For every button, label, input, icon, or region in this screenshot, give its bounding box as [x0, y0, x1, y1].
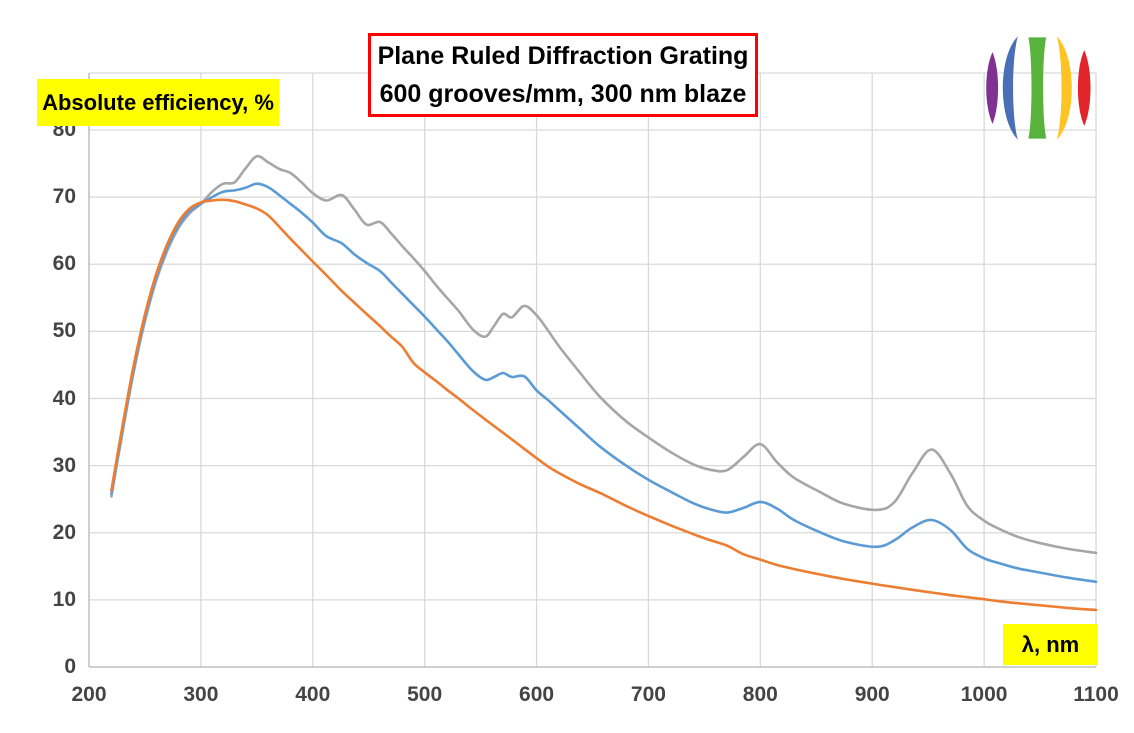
logo-stripe-red [1077, 50, 1091, 126]
y-tick-label: 30 [52, 453, 76, 477]
y-tick-label: 70 [52, 185, 76, 209]
y-axis-title: Absolute efficiency, % [37, 79, 279, 126]
x-tick-label: 1000 [960, 683, 1008, 706]
logo-stripe-purple [986, 52, 999, 124]
series-line-gray [110, 154, 1098, 555]
x-tick-label: 800 [742, 683, 778, 706]
x-tick-label: 400 [295, 683, 331, 706]
y-tick-label: 0 [64, 655, 76, 678]
chart-title-line2: 600 grooves/mm, 300 nm blaze [379, 80, 747, 108]
y-tick-label: 60 [52, 252, 76, 276]
chart-title: Plane Ruled Diffraction Grating 600 groo… [368, 33, 758, 117]
x-tick-label: 700 [630, 683, 666, 706]
striped-sphere-logo [986, 36, 1091, 140]
gridlines [89, 72, 1097, 667]
y-tick-label: 10 [52, 587, 76, 611]
chart-title-line1: Plane Ruled Diffraction Grating [377, 42, 749, 70]
y-tick-label: 20 [52, 520, 76, 544]
x-tick-label: 300 [183, 683, 219, 706]
x-tick-label: 1100 [1073, 683, 1119, 706]
y-tick-label: 40 [52, 386, 76, 410]
x-tick-label: 200 [71, 683, 107, 706]
series-line-orange [110, 198, 1098, 612]
x-axis-title: λ, nm [1003, 624, 1098, 665]
y-tick-label: 50 [52, 319, 76, 343]
series-curves [110, 154, 1098, 612]
x-tick-label: 500 [407, 683, 443, 706]
series-line-blue [110, 182, 1098, 584]
x-tick-label: 900 [854, 683, 890, 706]
logo-stripe-green [1028, 37, 1047, 139]
logo-stripe-yellow [1056, 36, 1072, 140]
x-tick-label: 600 [519, 683, 555, 706]
logo-stripe-blue [1002, 36, 1018, 140]
axis-lines [88, 73, 1096, 668]
